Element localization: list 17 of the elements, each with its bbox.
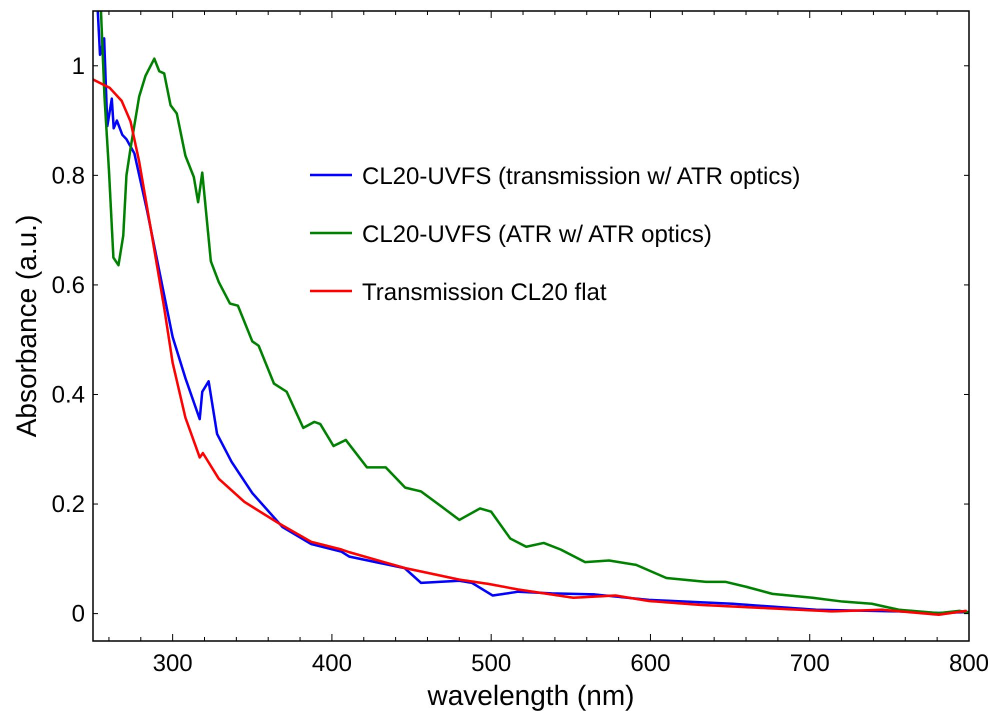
y-tick-label: 1 (72, 52, 85, 80)
legend-label: Transmission CL20 flat (362, 279, 607, 306)
y-tick-label: 0.6 (52, 272, 85, 299)
x-tick-label: 400 (312, 650, 352, 677)
legend-label: CL20-UVFS (ATR w/ ATR optics) (362, 221, 712, 248)
x-tick-label: 800 (948, 650, 990, 677)
x-tick-label: 600 (630, 650, 670, 677)
x-axis-title: wavelength (nm) (426, 680, 634, 711)
x-tick-label: 300 (152, 650, 193, 677)
y-tick-label: 0 (72, 600, 85, 628)
legend-label: CL20-UVFS (transmission w/ ATR optics) (362, 163, 800, 190)
y-tick-label: 0.2 (52, 491, 85, 518)
x-tick-label: 500 (471, 650, 512, 677)
y-tick-label: 0.8 (52, 162, 85, 190)
x-tick-label: 700 (790, 650, 830, 677)
y-tick-label: 0.4 (52, 381, 85, 408)
y-axis-title: Absorbance (a.u.) (11, 214, 42, 438)
